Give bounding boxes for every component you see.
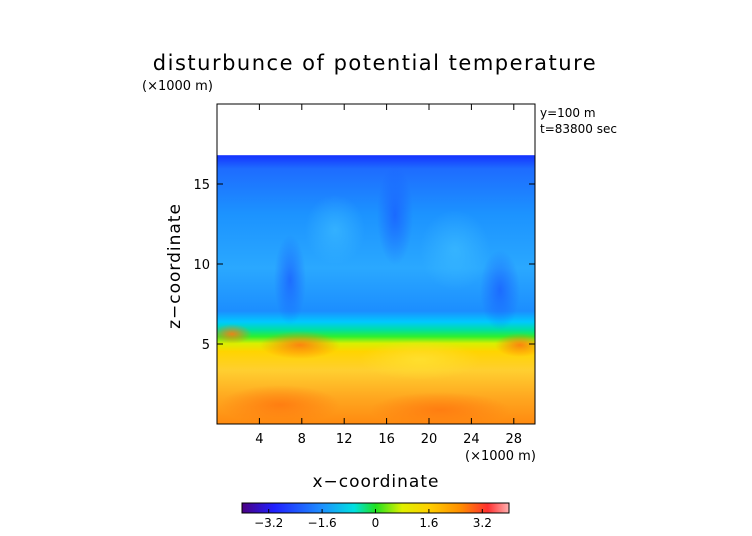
heatmap-field xyxy=(217,155,535,424)
colorbar-tick-label: −3.2 xyxy=(254,516,283,530)
x-tick-label: 8 xyxy=(298,432,306,447)
colorbar-tick-label: 0 xyxy=(372,516,380,530)
x-tick-label: 28 xyxy=(506,432,523,447)
annotation-y: y=100 m xyxy=(540,106,596,120)
chart-title: disturbunce of potential temperature xyxy=(153,51,597,75)
y-tick-label: 15 xyxy=(193,178,210,193)
orange-base-1 xyxy=(220,385,340,424)
x-axis-label: x−coordinate xyxy=(313,472,440,492)
orange-blob-left xyxy=(217,324,252,344)
cyan-swirl-2 xyxy=(420,210,490,290)
x-tick-label: 16 xyxy=(378,432,395,447)
y-tick-label: 10 xyxy=(193,258,210,273)
yellow-blob xyxy=(360,340,480,380)
annotation-t: t=83800 sec xyxy=(540,122,617,136)
colorbar-tick-label: −1.6 xyxy=(308,516,337,530)
y-tick-label: 5 xyxy=(202,338,210,353)
y-unit-label: (×1000 m) xyxy=(142,79,213,94)
x-tick-label: 12 xyxy=(336,432,353,447)
blue-plume-mid xyxy=(377,165,413,265)
x-tick-label: 4 xyxy=(255,432,263,447)
orange-blob-mid xyxy=(260,331,340,359)
x-ticks: 4 8 12 16 20 24 28 xyxy=(255,104,522,447)
y-ticks: 5 10 15 xyxy=(193,178,535,353)
colorbar-tick-label: 1.6 xyxy=(419,516,438,530)
blue-plume-right xyxy=(480,250,520,330)
y-axis-label: z−coordinate xyxy=(165,203,185,329)
colorbar-tick-label: 3.2 xyxy=(473,516,492,530)
colorbar-ticks: −3.2 −1.6 0 1.6 3.2 xyxy=(254,509,492,530)
x-tick-label: 24 xyxy=(463,432,480,447)
x-unit-label: (×1000 m) xyxy=(465,449,536,464)
x-tick-label: 20 xyxy=(421,432,438,447)
blue-plume-left xyxy=(274,235,306,325)
orange-blob-right xyxy=(495,333,535,357)
cyan-swirl-1 xyxy=(305,195,365,265)
orange-base-2 xyxy=(370,392,510,424)
